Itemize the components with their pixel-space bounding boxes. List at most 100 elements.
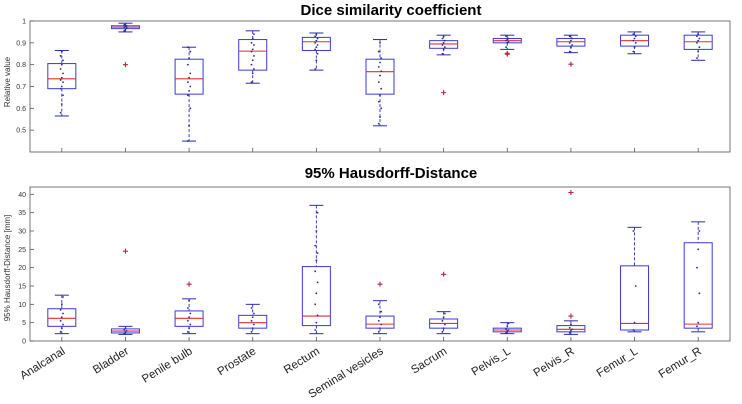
data-point <box>316 252 319 254</box>
data-point <box>696 41 698 44</box>
data-point <box>632 329 635 331</box>
data-point <box>189 50 192 53</box>
box-sacrum <box>429 34 459 96</box>
data-point <box>253 44 255 46</box>
data-point <box>253 68 255 70</box>
data-point <box>62 323 64 326</box>
data-point <box>59 330 62 333</box>
data-point <box>441 330 444 333</box>
data-point <box>697 39 700 42</box>
box-pelvis-r <box>556 190 586 335</box>
data-point <box>568 35 571 38</box>
outlier-marker <box>568 61 574 67</box>
data-point <box>253 323 255 326</box>
data-point <box>634 41 637 44</box>
data-point <box>442 316 445 319</box>
data-point <box>189 85 192 88</box>
box-analcanal <box>47 294 77 335</box>
data-point <box>315 33 318 35</box>
data-point <box>250 50 253 53</box>
data-point <box>632 50 635 53</box>
outlier-marker <box>441 271 447 277</box>
data-point <box>188 57 190 60</box>
box-rectum <box>301 32 331 71</box>
data-point <box>696 266 698 269</box>
data-point <box>507 40 510 43</box>
data-point <box>251 327 254 330</box>
data-point <box>123 332 126 335</box>
data-point <box>316 44 319 46</box>
data-point <box>316 52 319 55</box>
data-point <box>506 41 509 44</box>
data-point <box>380 70 383 73</box>
data-point <box>251 59 254 62</box>
data-point <box>124 28 127 31</box>
category-label: Femur_R <box>657 345 704 381</box>
data-point <box>60 327 63 330</box>
y-axis-label-dice: Relative value <box>3 56 12 107</box>
data-point <box>189 72 192 75</box>
data-point <box>123 328 126 331</box>
iqr-box <box>365 58 395 95</box>
box-prostate <box>238 30 268 84</box>
data-point <box>125 27 128 29</box>
data-point <box>188 316 190 319</box>
outlier-marker <box>377 281 383 287</box>
data-point <box>633 46 636 49</box>
data-point <box>632 33 635 35</box>
data-point <box>59 68 62 70</box>
data-point <box>571 37 574 40</box>
data-point <box>188 89 190 92</box>
outlier-marker <box>122 62 128 68</box>
data-point <box>697 248 700 251</box>
data-point <box>60 316 63 319</box>
data-point <box>124 331 127 334</box>
data-point <box>123 29 126 32</box>
data-point <box>59 319 62 322</box>
data-point <box>60 76 63 79</box>
data-point <box>253 312 255 315</box>
data-point <box>507 322 510 325</box>
data-point <box>505 39 507 42</box>
data-point <box>314 303 317 306</box>
data-point <box>571 44 574 46</box>
box-rectum <box>301 204 331 335</box>
data-point <box>380 323 383 326</box>
box-pelvis-r <box>556 34 586 67</box>
y-tick-label: 0.8 <box>16 62 26 69</box>
outlier-marker <box>568 313 574 319</box>
data-point <box>59 79 62 81</box>
data-point <box>316 314 319 317</box>
data-point <box>316 37 319 40</box>
data-point <box>124 327 127 330</box>
data-point <box>571 328 574 331</box>
y-tick-label: 5 <box>22 320 26 327</box>
data-point <box>314 48 317 51</box>
data-point <box>507 329 510 331</box>
category-label: Analcanal <box>18 345 67 382</box>
data-point <box>570 329 572 332</box>
data-point <box>568 332 571 334</box>
data-point <box>697 33 700 35</box>
box-femur-l <box>620 31 650 55</box>
y-tick-label: 25 <box>18 247 26 254</box>
data-point <box>314 244 317 247</box>
data-point <box>186 46 189 49</box>
data-point <box>379 116 381 118</box>
data-point <box>62 81 64 84</box>
category-labels: Analcanal Bladder Penile bulb Prostate Rectu… <box>18 345 704 401</box>
data-point <box>314 270 317 273</box>
data-point <box>505 332 507 334</box>
data-point <box>59 308 62 311</box>
data-point <box>251 72 254 75</box>
data-point <box>377 100 380 103</box>
box-bladder <box>110 22 140 68</box>
data-point <box>568 50 571 53</box>
data-point <box>189 323 192 326</box>
data-point <box>125 329 128 332</box>
category-label: Bladder <box>91 345 131 376</box>
data-point <box>632 230 635 232</box>
data-point <box>696 325 698 328</box>
box-bladder <box>110 248 140 335</box>
data-point <box>379 316 381 319</box>
